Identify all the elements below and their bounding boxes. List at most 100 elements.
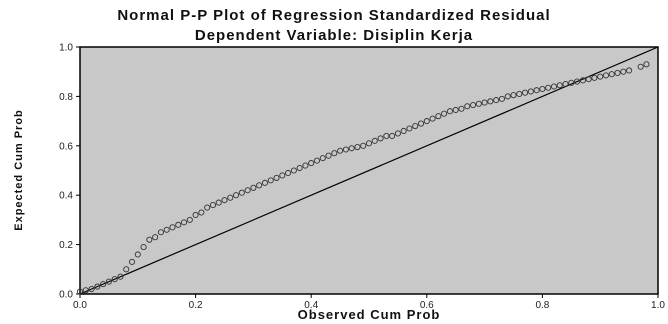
data-point xyxy=(319,155,326,162)
data-point xyxy=(302,162,309,169)
data-point xyxy=(290,167,297,174)
data-point xyxy=(221,197,228,204)
x-tick-label: 1.0 xyxy=(651,300,665,311)
data-point xyxy=(574,78,581,85)
data-point xyxy=(157,229,164,236)
data-point xyxy=(423,118,430,125)
y-axis-label: Expected Cum Prob xyxy=(13,109,25,231)
data-point xyxy=(169,224,176,231)
data-point xyxy=(192,211,199,219)
data-point xyxy=(643,61,650,68)
data-point xyxy=(123,266,130,273)
data-point xyxy=(117,273,124,280)
data-point xyxy=(296,164,303,172)
data-point xyxy=(493,97,500,104)
data-point xyxy=(365,140,373,147)
data-point xyxy=(76,288,84,295)
data-point xyxy=(261,179,269,186)
data-point xyxy=(579,77,586,84)
data-point xyxy=(464,103,471,110)
data-point xyxy=(469,101,477,109)
data-point xyxy=(406,125,413,132)
x-tick-label: 0.4 xyxy=(304,300,318,311)
data-point xyxy=(452,106,459,114)
chart-subtitle: Dependent Variable: Disiplin Kerja xyxy=(195,27,473,44)
data-point xyxy=(516,90,523,97)
y-tick-label: 0.4 xyxy=(59,191,73,202)
data-point xyxy=(94,283,101,290)
data-point xyxy=(504,93,511,100)
data-point xyxy=(180,219,188,226)
data-point xyxy=(545,84,552,91)
x-axis-ticks: 0.0 0.2 0.4 0.6 0.8 1.0 xyxy=(73,294,665,311)
data-point xyxy=(204,204,211,211)
data-point xyxy=(227,194,234,201)
data-point xyxy=(331,150,338,157)
data-point xyxy=(325,152,332,159)
data-point xyxy=(510,92,517,99)
data-point xyxy=(371,137,378,144)
data-point xyxy=(389,132,396,139)
data-point xyxy=(233,192,240,199)
data-point xyxy=(585,76,592,83)
data-point xyxy=(308,160,315,167)
data-point xyxy=(267,177,274,184)
y-tick-label: 1.0 xyxy=(59,43,73,54)
x-tick-label: 0.2 xyxy=(189,300,203,311)
x-tick-label: 0.0 xyxy=(73,300,87,311)
data-point xyxy=(522,89,529,96)
data-point xyxy=(475,100,482,107)
data-point xyxy=(215,199,222,206)
data-point xyxy=(111,276,118,283)
data-points xyxy=(76,61,650,295)
data-point xyxy=(273,174,280,181)
data-point xyxy=(556,82,563,89)
data-point xyxy=(337,147,344,154)
data-point xyxy=(533,87,540,94)
data-point xyxy=(163,226,170,233)
data-point xyxy=(175,221,182,228)
data-point xyxy=(82,287,89,294)
x-tick-label: 0.8 xyxy=(535,300,549,311)
data-point xyxy=(620,68,627,75)
data-point xyxy=(527,88,534,95)
data-point xyxy=(562,81,569,88)
data-point xyxy=(597,73,604,80)
data-point xyxy=(256,182,263,189)
x-tick-label: 0.6 xyxy=(420,300,434,311)
data-point xyxy=(487,98,494,105)
data-point xyxy=(152,234,159,241)
data-point xyxy=(146,236,153,243)
data-point xyxy=(279,172,286,179)
data-point xyxy=(417,120,425,127)
data-point xyxy=(550,83,558,90)
y-tick-label: 0.6 xyxy=(59,141,73,152)
data-point xyxy=(435,113,442,120)
data-point xyxy=(446,108,453,115)
data-point xyxy=(342,146,349,153)
data-point xyxy=(100,281,107,288)
data-point xyxy=(458,105,465,112)
chart-title: Normal P-P Plot of Regression Standardiz… xyxy=(117,7,550,24)
data-point xyxy=(140,244,147,251)
data-point xyxy=(250,184,257,191)
data-point xyxy=(313,157,321,164)
data-point xyxy=(383,132,390,139)
data-point xyxy=(128,258,136,265)
data-point xyxy=(88,286,95,293)
data-point xyxy=(209,202,216,209)
data-point xyxy=(498,95,505,102)
data-point xyxy=(238,189,245,196)
data-point xyxy=(400,127,407,135)
reference-line xyxy=(79,46,659,295)
data-point xyxy=(441,110,448,117)
data-point xyxy=(412,122,419,130)
data-point xyxy=(285,169,292,177)
x-axis-label: Observed Cum Prob xyxy=(298,307,441,322)
data-point xyxy=(591,74,598,81)
data-point xyxy=(244,187,251,194)
data-point xyxy=(354,143,361,151)
y-tick-label: 0.8 xyxy=(59,92,73,103)
y-tick-label: 0.2 xyxy=(59,240,73,251)
